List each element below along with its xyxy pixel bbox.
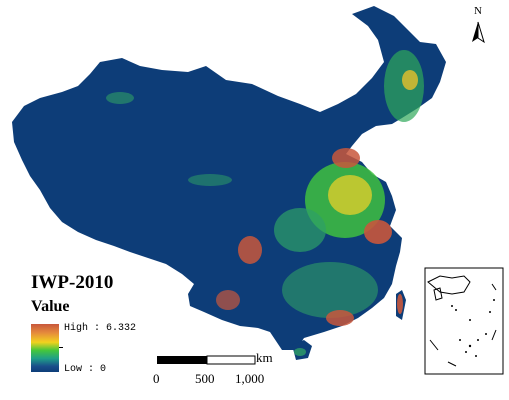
north-china-core-patch [328,175,372,215]
scale-tick-500: 500 [195,371,215,386]
inset-coastline [427,275,471,295]
taiwan-patch [397,294,403,314]
scale-bar-black-segment [157,356,207,364]
legend-tick [59,347,63,348]
bohai-patch [332,148,360,168]
scale-bar [157,355,256,365]
southwest-patch [216,290,240,310]
legend-color-ramp [31,324,59,372]
scale-unit-label: km [256,350,273,365]
inset-map-icon [424,267,504,375]
legend-title: Value [31,298,70,315]
hainan-patch [294,348,306,356]
scale-tick-0: 0 [153,371,160,386]
inset-dashline [429,283,497,367]
scale-tick-1000: 1,000 [235,371,265,386]
pearl-delta-patch [326,310,354,326]
yangtze-delta-patch [364,220,392,244]
scale-bar-white-segment [206,355,256,365]
north-arrow-icon [472,21,485,44]
gansu-corridor-patch [188,174,232,186]
xinjiang-north-patch [106,92,134,104]
inset-islands [451,299,495,357]
north-arrow-shape [472,22,478,42]
sichuan-patch [238,236,262,264]
map-title: IWP-2010 [31,272,114,293]
north-label: N [474,5,482,17]
northeast-core-patch [402,70,418,90]
south-patch [282,262,378,318]
inset-island [433,287,443,301]
intensity-patches [106,50,424,356]
legend-high-label: High : 6.332 [64,323,137,334]
central-patch [274,208,326,252]
legend-low-label: Low : 0 [64,364,107,375]
inset-frame [424,267,504,375]
north-arrow-shape-light [477,21,485,44]
